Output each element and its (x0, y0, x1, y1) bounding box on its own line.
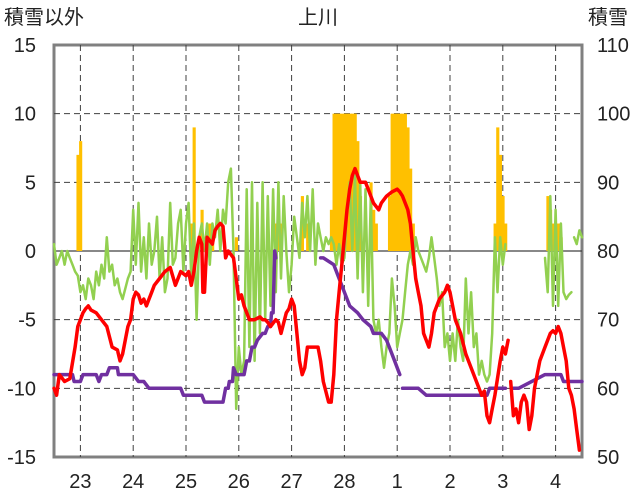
precip-bar (329, 209, 334, 251)
precip-bar (387, 196, 392, 251)
right-tick-label: 90 (597, 172, 619, 194)
x-tick-label: 2 (444, 471, 455, 493)
precip-bar (356, 141, 360, 251)
x-tick-label: 3 (497, 471, 508, 493)
precip-bar (393, 113, 397, 252)
precip-bar (335, 113, 339, 252)
precip-bar (374, 223, 378, 251)
right-tick-label: 110 (597, 35, 629, 57)
precip-bar (76, 154, 80, 251)
precip-bar (343, 113, 347, 252)
precip-bar (208, 223, 212, 251)
x-tick-label: 1 (392, 471, 403, 493)
precip-bar (390, 113, 394, 252)
x-axis: 23 24 25 26 27 28 1 2 3 4 (69, 471, 561, 493)
right-axis-title: 積雪 (588, 6, 628, 29)
right-tick-label: 60 (597, 378, 619, 400)
precip-bar (192, 127, 196, 251)
precip-bar (189, 223, 194, 251)
precip-bar (332, 113, 336, 252)
x-tick-label: 25 (175, 471, 197, 493)
left-tick-label: -15 (7, 447, 36, 469)
left-tick-label: -10 (7, 378, 36, 400)
precip-bar (496, 127, 500, 251)
x-tick-label: 24 (122, 471, 144, 493)
x-tick-label: 27 (280, 471, 302, 493)
series-lines (52, 166, 584, 452)
precip-bar (546, 196, 550, 251)
precip-bar (551, 223, 555, 251)
precip-bar (409, 168, 413, 251)
precip-bar (345, 113, 349, 252)
precip-bar (337, 113, 341, 252)
precip-bar (234, 237, 238, 251)
right-tick-label: 80 (597, 241, 619, 263)
series-line-snow-depth (52, 249, 584, 404)
precip-bar (504, 223, 508, 251)
x-tick-label: 26 (228, 471, 250, 493)
left-tick-label: 15 (14, 35, 36, 57)
precip-bar (406, 127, 410, 251)
series-line-wind (52, 167, 584, 411)
x-tick-label: 4 (550, 471, 561, 493)
precip-bar (501, 196, 505, 251)
right-axis: 110 100 90 80 70 60 50 (597, 35, 630, 469)
right-tick-label: 70 (597, 310, 619, 332)
precip-bar (79, 141, 83, 251)
precip-bar (403, 113, 407, 252)
x-tick-label: 23 (69, 471, 91, 493)
left-axis-title: 積雪以外 (4, 6, 84, 29)
left-tick-label: -5 (18, 310, 36, 332)
precip-bar (306, 223, 310, 251)
left-tick-label: 10 (14, 104, 36, 126)
precip-bar (398, 113, 402, 252)
right-tick-label: 50 (597, 447, 619, 469)
x-tick-label: 28 (333, 471, 355, 493)
precip-bar (401, 113, 405, 252)
left-axis: 15 10 5 0 -5 -10 -15 (7, 35, 36, 469)
precip-bar (556, 223, 561, 251)
precip-bar (395, 113, 400, 252)
precip-bar (498, 154, 502, 251)
precip-bar (340, 113, 344, 252)
left-tick-label: 5 (25, 172, 36, 194)
series-line-temperature (52, 166, 582, 452)
right-tick-label: 100 (597, 104, 630, 126)
chart-title: 上川 (298, 6, 338, 29)
precip-bar (372, 209, 376, 251)
left-tick-label: 0 (25, 241, 36, 263)
